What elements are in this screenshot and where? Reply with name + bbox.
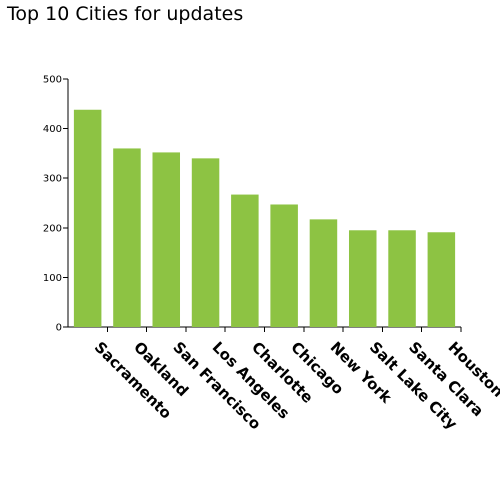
bar-sacramento bbox=[73, 109, 102, 327]
y-tick-label: 0 bbox=[56, 323, 62, 334]
bar-los-angeles bbox=[191, 158, 220, 327]
y-tick-label: 400 bbox=[43, 124, 62, 135]
bar-chicago bbox=[270, 204, 298, 327]
y-tick-label: 200 bbox=[43, 223, 62, 234]
bar-san-francisco bbox=[152, 152, 181, 327]
bar-new-york bbox=[309, 219, 338, 327]
bar-salt-lake-city bbox=[348, 230, 377, 327]
bar-charlotte bbox=[231, 194, 259, 327]
bar-oakland bbox=[113, 148, 141, 327]
y-axis: 0 100 200 300 400 500 bbox=[43, 75, 69, 334]
y-tick-label: 300 bbox=[43, 174, 62, 185]
y-tick-label: 500 bbox=[43, 75, 62, 86]
x-axis bbox=[68, 326, 462, 332]
chart-title: Top 10 Cities for updates bbox=[7, 3, 244, 25]
bars bbox=[73, 109, 456, 327]
bar-santa-clara bbox=[388, 230, 416, 327]
y-tick-label: 100 bbox=[43, 273, 62, 284]
bar-houston bbox=[427, 232, 456, 327]
